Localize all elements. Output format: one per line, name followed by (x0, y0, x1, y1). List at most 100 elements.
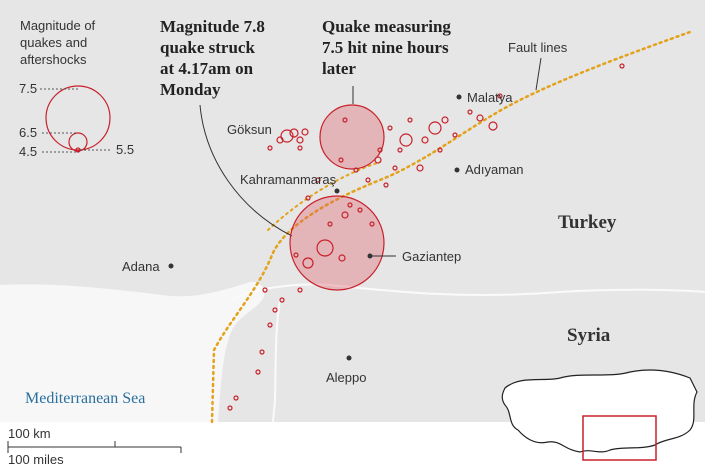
aftershock (259, 349, 265, 355)
aftershock (374, 156, 382, 164)
quake-second (319, 104, 385, 170)
aftershock (272, 307, 278, 313)
annotation-line: Monday (160, 80, 221, 99)
annotation-line: 7.5 hit nine hours (322, 38, 449, 57)
aftershock (342, 117, 348, 123)
aftershock (392, 165, 398, 171)
scale-label: 100 km (8, 426, 51, 441)
city-dot (168, 263, 174, 269)
city-label: Adana (122, 259, 160, 274)
border (231, 283, 705, 301)
city-dot (334, 188, 340, 194)
annotation-line: Magnitude 7.8 (160, 17, 265, 36)
aftershock (421, 136, 429, 144)
annotation-line: quake struck (160, 38, 255, 57)
legend-circle (45, 85, 111, 151)
aftershock (357, 207, 363, 213)
aftershock (262, 287, 268, 293)
legend: Magnitude of quakes and aftershocks 7.5 6.… (19, 18, 134, 159)
legend-title-line: aftershocks (20, 52, 87, 67)
legend-title-line: quakes and (20, 35, 87, 50)
aftershock (452, 132, 458, 138)
annotation: Magnitude 7.8 quake struck at 4.17am on Mon… (160, 17, 265, 99)
legend-label: 7.5 (19, 81, 37, 96)
aftershock (407, 117, 413, 123)
aftershock (369, 221, 375, 227)
quakes (227, 63, 625, 411)
aftershock (276, 136, 284, 144)
aftershock (305, 195, 311, 201)
inset-highlight (582, 415, 657, 461)
aftershock (316, 239, 334, 257)
aftershock (233, 395, 239, 401)
aftershock (467, 109, 473, 115)
aftershock (347, 202, 353, 208)
city-label: Gaziantep (402, 249, 461, 264)
quake-main (289, 195, 385, 291)
annotation-line: Quake measuring (322, 17, 451, 36)
city-label: Adıyaman (465, 162, 524, 177)
city-label: Göksun (227, 122, 272, 137)
legend-label: 4.5 (19, 144, 37, 159)
aftershock (399, 133, 413, 147)
legend-title-line: Magnitude of (20, 18, 96, 33)
legend-label: 6.5 (19, 125, 37, 140)
city-dot (456, 94, 462, 100)
aftershock (279, 297, 285, 303)
legend-label: 5.5 (116, 142, 134, 157)
annotation-leader (535, 57, 542, 91)
legend-title: Magnitude of quakes and aftershocks (20, 18, 96, 67)
aftershock (377, 147, 383, 153)
aftershock (383, 182, 389, 188)
country-label: Turkey (558, 212, 617, 233)
aftershock (255, 369, 261, 375)
inset-map (501, 369, 698, 461)
city-dot (367, 253, 373, 259)
aftershock (387, 125, 393, 131)
annotation: Quake measuring 7.5 hit nine hours later (322, 17, 451, 78)
inset-turkey (501, 369, 698, 453)
aftershock (297, 145, 303, 151)
city-label: Malatya (467, 90, 513, 105)
aftershock (416, 164, 424, 172)
aftershock (315, 177, 321, 183)
aftershock (428, 121, 442, 135)
sea (0, 281, 265, 422)
annotation-line: at 4.17am on (160, 59, 254, 78)
aftershock (267, 145, 273, 151)
aftershock (227, 405, 233, 411)
aftershock (280, 129, 294, 143)
annotation-line: later (322, 59, 356, 78)
aftershock (338, 157, 344, 163)
aftershock (327, 221, 333, 227)
country-label: Syria (567, 325, 611, 346)
border (272, 299, 281, 423)
scale-label: 100 miles (8, 452, 64, 467)
fault-line (210, 30, 692, 424)
sea-label: Mediterranean Sea (25, 390, 145, 407)
aftershock (365, 177, 371, 183)
aftershock (341, 211, 349, 219)
city-dot (454, 167, 460, 173)
aftershock (397, 147, 403, 153)
aftershock (301, 128, 309, 136)
cities: Göksun Kahramanmaraş Malatya Adıyaman Ga… (122, 90, 524, 385)
fault-line (267, 161, 381, 231)
aftershock (296, 136, 304, 144)
aftershock (488, 121, 498, 131)
city-label: Aleppo (326, 370, 366, 385)
aftershock (497, 93, 503, 99)
aftershock (338, 254, 346, 262)
scale-bar: 100 km 100 miles (7, 426, 182, 467)
legend-circle (68, 132, 88, 152)
aftershock (437, 147, 443, 153)
aftershock (302, 257, 314, 269)
aftershock (619, 63, 625, 69)
aftershock (289, 128, 299, 138)
aftershock (353, 167, 359, 173)
aftershock (476, 114, 484, 122)
aftershock (293, 252, 299, 258)
aftershock (297, 287, 303, 293)
aftershock (441, 116, 449, 124)
